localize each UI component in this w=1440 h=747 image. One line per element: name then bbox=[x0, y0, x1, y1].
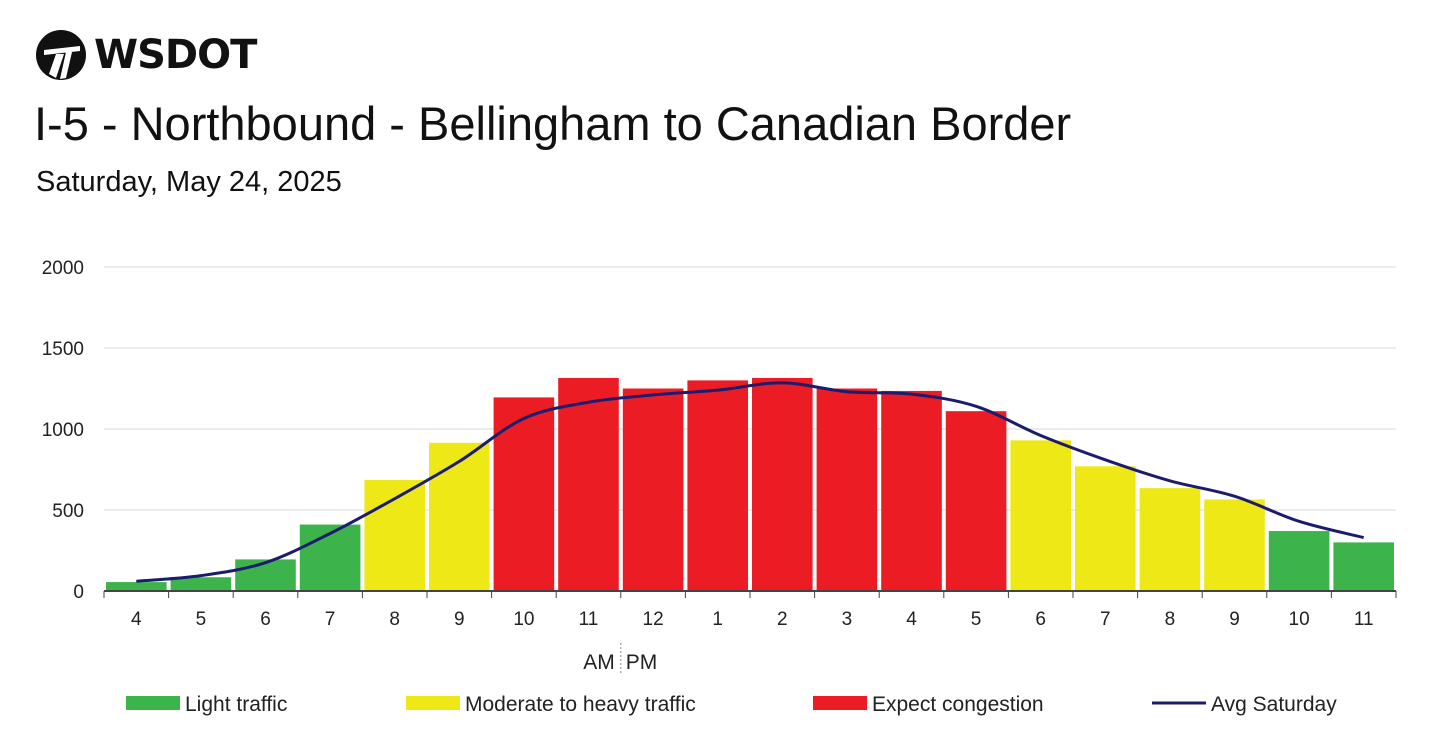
x-tick-label: 1 bbox=[712, 609, 723, 630]
bar-moderate bbox=[1075, 466, 1136, 591]
bar-light bbox=[1333, 542, 1394, 591]
x-tick-label: 12 bbox=[643, 609, 664, 630]
bar-moderate bbox=[1139, 488, 1201, 591]
wsdot-logo-icon bbox=[36, 30, 86, 80]
x-tick-label: 5 bbox=[971, 609, 982, 630]
bar-light bbox=[106, 582, 167, 591]
x-tick-label: 11 bbox=[579, 609, 599, 630]
x-tick-label: 7 bbox=[325, 609, 336, 630]
legend-label-light: Light traffic bbox=[185, 693, 287, 716]
x-tick-label: 4 bbox=[906, 609, 917, 630]
y-tick-label: 2000 bbox=[42, 258, 84, 279]
x-tick-label: 5 bbox=[196, 609, 207, 630]
x-tick-label: 8 bbox=[389, 609, 400, 630]
x-tick-label: 10 bbox=[1289, 609, 1310, 630]
bar-light bbox=[1268, 531, 1330, 591]
chart-title: I-5 - Northbound - Bellingham to Canadia… bbox=[34, 97, 1072, 150]
wsdot-logo: WSDOT bbox=[34, 28, 257, 82]
y-tick-label: 0 bbox=[73, 582, 84, 603]
y-tick-label: 1500 bbox=[42, 339, 84, 360]
x-tick-label: 4 bbox=[131, 609, 142, 630]
x-tick-label: 11 bbox=[1354, 609, 1374, 630]
bar-congestion bbox=[493, 397, 555, 591]
x-tick-label: 9 bbox=[454, 609, 465, 630]
x-tick-label: 6 bbox=[260, 609, 271, 630]
bar-congestion bbox=[687, 380, 748, 591]
legend-swatch-light bbox=[126, 696, 180, 710]
avg-saturday-line bbox=[136, 381, 1365, 583]
legend-label-avg: Avg Saturday bbox=[1211, 693, 1337, 716]
bar-light bbox=[170, 577, 232, 591]
chart-subtitle: Saturday, May 24, 2025 bbox=[36, 166, 342, 198]
pm-label: PM bbox=[626, 651, 658, 674]
bar-congestion bbox=[752, 377, 813, 591]
am-label: AM bbox=[583, 651, 615, 674]
y-tick-label: 500 bbox=[52, 501, 84, 522]
legend-label-congestion: Expect congestion bbox=[872, 693, 1044, 716]
bar-congestion bbox=[622, 388, 684, 591]
bar-moderate bbox=[1204, 499, 1265, 591]
x-tick-label: 10 bbox=[513, 609, 534, 630]
bar-moderate bbox=[429, 442, 490, 591]
legend-swatch-moderate bbox=[406, 696, 460, 710]
bar-moderate bbox=[1010, 440, 1071, 591]
x-tick-label: 6 bbox=[1035, 609, 1046, 630]
bar-light bbox=[235, 559, 296, 591]
x-tick-label: 9 bbox=[1229, 609, 1240, 630]
bar-congestion bbox=[881, 390, 942, 591]
bar-moderate bbox=[364, 480, 425, 591]
x-tick-label: 2 bbox=[777, 609, 788, 630]
x-tick-label: 7 bbox=[1100, 609, 1111, 630]
y-tick-label: 1000 bbox=[42, 420, 84, 441]
bar-congestion bbox=[558, 377, 619, 591]
bar-congestion bbox=[816, 388, 878, 591]
legend-label-moderate: Moderate to heavy traffic bbox=[465, 693, 696, 716]
x-tick-label: 3 bbox=[842, 609, 853, 630]
x-tick-label: 8 bbox=[1165, 609, 1176, 630]
bar-congestion bbox=[945, 411, 1007, 591]
logo-text: WSDOT bbox=[94, 32, 257, 78]
bar-light bbox=[299, 524, 361, 591]
legend-swatch-congestion bbox=[813, 696, 867, 710]
